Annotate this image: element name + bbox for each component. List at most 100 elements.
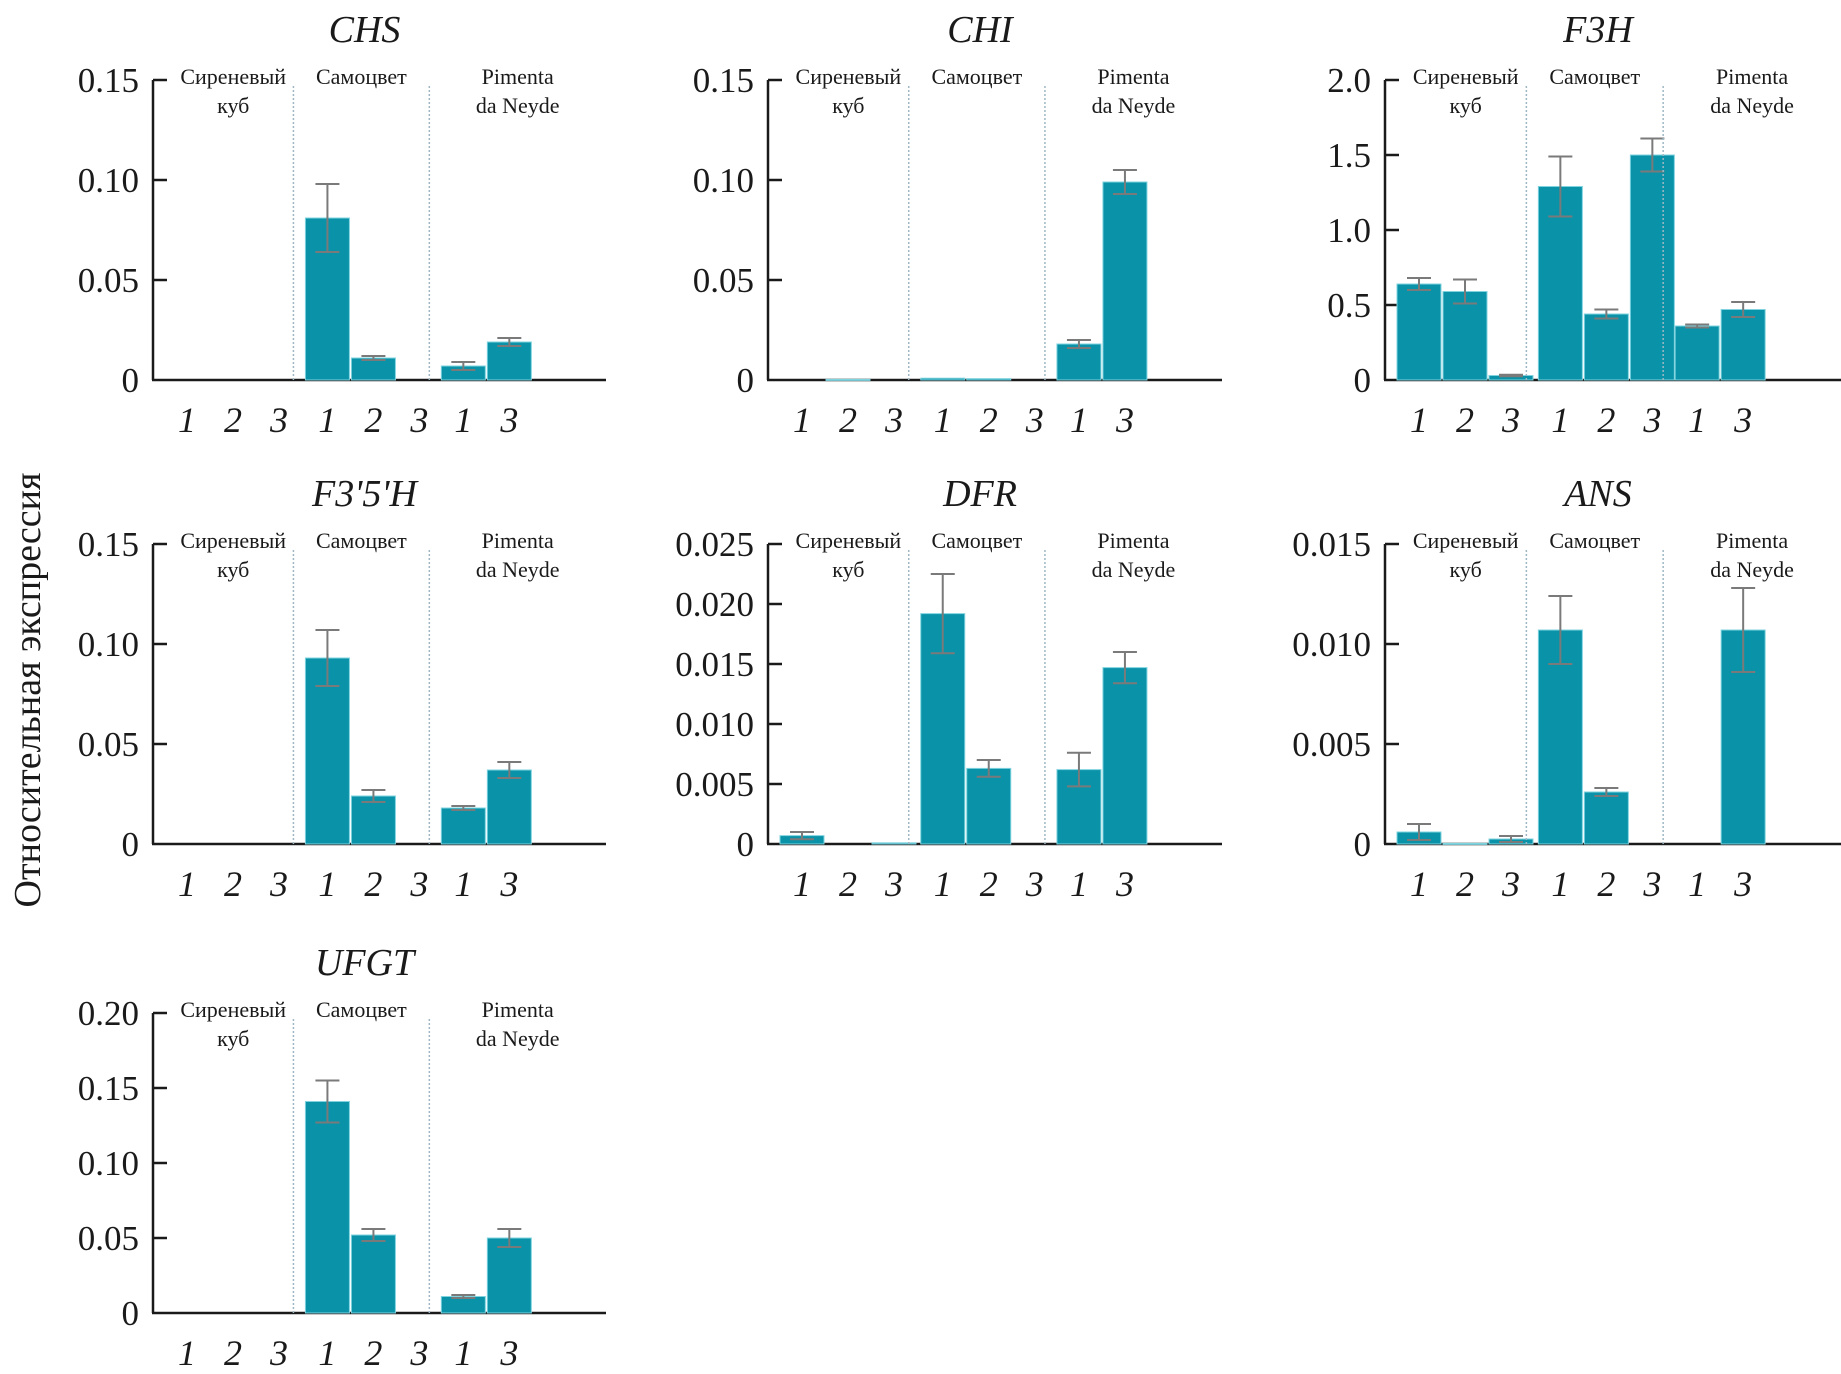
y-tick-label: 1.5 (1327, 136, 1371, 175)
x-tick-label: 1 (1070, 400, 1088, 440)
panel-title: CHS (329, 9, 401, 51)
group-label: Самоцвет (316, 64, 407, 89)
y-tick-label: 0.05 (78, 1219, 139, 1258)
group-label: Сиреневый (796, 528, 902, 553)
x-tick-label: 1 (934, 864, 952, 904)
y-tick-label: 0.15 (78, 1069, 139, 1108)
x-tick-label: 2 (1456, 400, 1474, 440)
bar (1537, 186, 1583, 381)
x-tick-label: 3 (1642, 864, 1661, 904)
group-label: Самоцвет (316, 997, 407, 1022)
bar (1442, 291, 1488, 381)
bar (1629, 154, 1675, 381)
group-label: Pimenta (1716, 64, 1788, 89)
x-tick-label: 3 (269, 1333, 288, 1373)
y-tick-label: 0.10 (693, 161, 754, 200)
x-tick-label: 3 (499, 1333, 518, 1373)
group-label: Самоцвет (1549, 64, 1640, 89)
group-label: Сиреневый (1413, 64, 1519, 89)
bar (304, 657, 350, 845)
group-label: da Neyde (1710, 93, 1794, 118)
x-tick-label: 2 (364, 1333, 382, 1373)
group-label: Сиреневый (1413, 528, 1519, 553)
x-tick-label: 1 (318, 1333, 336, 1373)
x-tick-label: 3 (1115, 400, 1134, 440)
bar (871, 842, 917, 845)
group-label: куб (1450, 557, 1482, 582)
y-tick-label: 0.05 (78, 725, 139, 764)
bar (440, 807, 486, 845)
panel-title: DFR (942, 473, 1017, 515)
group-label: Сиреневый (180, 528, 286, 553)
bar (1102, 667, 1148, 845)
group-label: куб (217, 93, 249, 118)
panel-title: CHI (947, 9, 1015, 51)
x-tick-label: 2 (364, 864, 382, 904)
group-label: Самоцвет (931, 528, 1022, 553)
x-tick-label: 1 (793, 864, 811, 904)
panel-title: F3H (1562, 9, 1635, 51)
group-label: Pimenta (1097, 64, 1169, 89)
x-tick-label: 1 (934, 400, 952, 440)
bar (966, 378, 1012, 381)
x-tick-label: 1 (1070, 864, 1088, 904)
x-tick-label: 3 (269, 864, 288, 904)
x-tick-label: 1 (1551, 864, 1569, 904)
bar (486, 1237, 532, 1314)
y-tick-label: 0.10 (78, 625, 139, 664)
x-tick-label: 1 (1410, 864, 1428, 904)
group-label: Pimenta (482, 997, 554, 1022)
group-label: Сиреневый (180, 64, 286, 89)
y-tick-label: 0 (737, 361, 755, 400)
x-tick-label: 3 (1115, 864, 1134, 904)
bar (486, 769, 532, 845)
panel-title: UFGT (315, 942, 417, 984)
bar (1583, 791, 1629, 845)
x-tick-label: 3 (1501, 864, 1520, 904)
y-tick-label: 0.010 (675, 705, 754, 744)
x-tick-label: 2 (839, 400, 857, 440)
group-label: куб (1450, 93, 1482, 118)
group-label: куб (217, 1026, 249, 1051)
group-label: Сиреневый (180, 997, 286, 1022)
y-tick-label: 0 (122, 1294, 140, 1333)
x-tick-label: 3 (499, 400, 518, 440)
bar (1396, 283, 1442, 381)
bar (1583, 313, 1629, 381)
x-tick-label: 3 (409, 400, 428, 440)
y-tick-label: 0.20 (78, 994, 139, 1033)
x-tick-label: 3 (409, 864, 428, 904)
x-tick-label: 1 (1688, 400, 1706, 440)
x-tick-label: 1 (454, 400, 472, 440)
x-tick-label: 3 (1025, 400, 1044, 440)
group-label: da Neyde (476, 1026, 560, 1051)
bar (920, 377, 966, 381)
panel-title: F3'5'H (311, 473, 419, 515)
group-label: da Neyde (476, 93, 560, 118)
x-tick-label: 1 (178, 400, 196, 440)
x-tick-label: 3 (499, 864, 518, 904)
group-label: куб (832, 93, 864, 118)
y-tick-label: 0.15 (693, 61, 754, 100)
bar (825, 378, 871, 381)
x-tick-label: 2 (980, 864, 998, 904)
x-tick-label: 2 (1456, 864, 1474, 904)
y-tick-label: 0.05 (693, 261, 754, 300)
y-tick-label: 0.05 (78, 261, 139, 300)
x-tick-label: 3 (1733, 400, 1752, 440)
x-tick-label: 2 (980, 400, 998, 440)
group-label: da Neyde (476, 557, 560, 582)
y-tick-label: 1.0 (1327, 211, 1371, 250)
y-tick-label: 0.005 (675, 765, 754, 804)
bar (304, 1101, 350, 1314)
x-tick-label: 1 (1551, 400, 1569, 440)
bar (1056, 343, 1102, 381)
y-tick-label: 0.10 (78, 1144, 139, 1183)
y-tick-label: 0.025 (675, 525, 754, 564)
x-tick-label: 1 (318, 400, 336, 440)
bar (1720, 309, 1766, 381)
y-tick-label: 0 (122, 825, 140, 864)
y-tick-label: 2.0 (1327, 61, 1371, 100)
